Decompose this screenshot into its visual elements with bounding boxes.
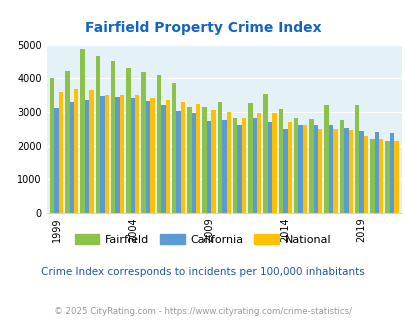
Bar bbox=[308, 119, 313, 213]
Text: Crime Index corresponds to incidents per 100,000 inhabitants: Crime Index corresponds to incidents per… bbox=[41, 267, 364, 277]
Bar bbox=[202, 108, 207, 213]
Bar bbox=[191, 113, 196, 213]
Bar bbox=[145, 101, 150, 213]
Bar bbox=[378, 139, 382, 213]
Bar bbox=[363, 136, 367, 213]
Bar bbox=[267, 122, 272, 213]
Legend: Fairfield, California, National: Fairfield, California, National bbox=[70, 230, 335, 249]
Bar bbox=[252, 118, 256, 213]
Bar bbox=[374, 132, 378, 213]
Bar bbox=[161, 105, 165, 213]
Bar bbox=[343, 128, 347, 213]
Bar bbox=[115, 97, 119, 213]
Bar bbox=[70, 102, 74, 213]
Bar bbox=[263, 94, 267, 213]
Bar bbox=[187, 107, 191, 213]
Bar bbox=[339, 119, 343, 213]
Bar bbox=[176, 111, 180, 213]
Bar bbox=[232, 117, 237, 213]
Bar bbox=[126, 68, 130, 213]
Bar bbox=[282, 129, 287, 213]
Bar bbox=[333, 129, 337, 213]
Bar bbox=[328, 125, 333, 213]
Bar bbox=[100, 96, 104, 213]
Bar bbox=[278, 109, 282, 213]
Bar bbox=[207, 121, 211, 213]
Bar bbox=[302, 125, 307, 213]
Bar bbox=[226, 112, 230, 213]
Bar bbox=[111, 61, 115, 213]
Bar bbox=[104, 95, 109, 213]
Bar bbox=[150, 98, 154, 213]
Bar bbox=[287, 122, 291, 213]
Bar bbox=[237, 125, 241, 213]
Bar bbox=[358, 131, 363, 213]
Bar bbox=[50, 78, 54, 213]
Bar bbox=[241, 118, 245, 213]
Bar bbox=[65, 72, 70, 213]
Bar bbox=[217, 102, 222, 213]
Bar bbox=[272, 113, 276, 213]
Bar bbox=[96, 56, 100, 213]
Text: Fairfield Property Crime Index: Fairfield Property Crime Index bbox=[85, 21, 320, 35]
Bar bbox=[80, 49, 85, 213]
Bar bbox=[74, 89, 78, 213]
Bar bbox=[393, 141, 398, 213]
Bar bbox=[165, 100, 170, 213]
Bar bbox=[313, 125, 317, 213]
Bar bbox=[141, 73, 145, 213]
Bar bbox=[156, 75, 161, 213]
Bar bbox=[389, 133, 393, 213]
Bar bbox=[298, 125, 302, 213]
Bar bbox=[256, 113, 261, 213]
Bar bbox=[135, 95, 139, 213]
Bar bbox=[384, 141, 389, 213]
Bar bbox=[369, 139, 374, 213]
Bar bbox=[293, 117, 298, 213]
Bar bbox=[196, 105, 200, 213]
Bar bbox=[354, 106, 358, 213]
Bar bbox=[172, 83, 176, 213]
Text: © 2025 CityRating.com - https://www.cityrating.com/crime-statistics/: © 2025 CityRating.com - https://www.city… bbox=[54, 307, 351, 316]
Bar bbox=[317, 129, 322, 213]
Bar bbox=[89, 90, 94, 213]
Bar bbox=[54, 108, 59, 213]
Bar bbox=[211, 110, 215, 213]
Bar bbox=[247, 104, 252, 213]
Bar bbox=[59, 92, 63, 213]
Bar bbox=[180, 102, 185, 213]
Bar bbox=[119, 95, 124, 213]
Bar bbox=[324, 105, 328, 213]
Bar bbox=[130, 98, 135, 213]
Bar bbox=[85, 100, 89, 213]
Bar bbox=[347, 130, 352, 213]
Bar bbox=[222, 120, 226, 213]
